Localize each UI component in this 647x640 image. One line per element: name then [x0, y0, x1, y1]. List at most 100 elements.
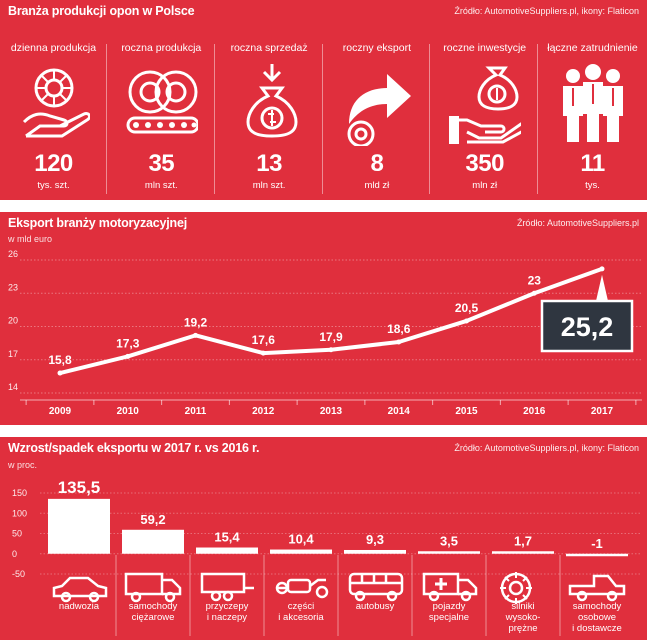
data-label: 23 — [528, 273, 542, 287]
data-label: 19,2 — [184, 315, 208, 329]
x-tick-label: 2017 — [591, 406, 614, 417]
chart-title: Eksport branży motoryzacyjnej — [8, 216, 187, 230]
data-point — [328, 347, 334, 353]
panel-source: Źródło: AutomotiveSuppliers.pl, ikony: F… — [454, 6, 639, 16]
data-label: 17,9 — [319, 330, 343, 344]
stat-label: łączne zatrudnienie — [547, 42, 638, 54]
category-label: prężne — [508, 623, 537, 634]
y-tick-label: 17 — [8, 349, 18, 359]
category-label: i akcesoria — [278, 612, 324, 623]
y-tick-label: 20 — [8, 316, 18, 326]
bar — [566, 553, 628, 557]
money-bag-in-hand-icon — [449, 66, 522, 144]
bar — [344, 549, 406, 554]
y-tick-label: 100 — [12, 508, 27, 518]
export-change-bar-chart-panel: Wzrost/spadek eksportu w 2017 r. vs 2016… — [0, 437, 647, 640]
data-point — [464, 318, 469, 324]
y-tick-label: 26 — [8, 249, 18, 259]
data-point — [599, 266, 605, 272]
tire-industry-panel: Branża produkcji opon w Polsce Źródło: A… — [0, 0, 647, 200]
category-label: wysoko- — [505, 612, 541, 623]
x-tick-label: 2011 — [185, 406, 207, 417]
x-tick-label: 2015 — [455, 406, 478, 417]
divider — [106, 44, 107, 194]
category-label: osobowe — [578, 612, 616, 623]
bar — [418, 551, 480, 554]
divider — [321, 44, 323, 194]
trailer-icon — [200, 572, 254, 602]
callout-box — [540, 299, 634, 353]
stat-tile: roczne inwestycje 350 mln zł — [431, 32, 539, 196]
stat-unit: mln szt. — [252, 180, 286, 191]
category-label: specjalne — [429, 612, 469, 623]
y-tick-label: 150 — [12, 488, 27, 498]
data-label: 9,3 — [366, 532, 384, 547]
category-label: przyczepy — [206, 601, 249, 612]
stat-label: roczna sprzedaż — [230, 42, 308, 54]
x-tick-label: 2010 — [117, 406, 140, 417]
data-label: 25,2 — [561, 312, 614, 342]
data-label: 135,5 — [58, 478, 101, 497]
data-label: 18,6 — [387, 322, 411, 336]
bar — [270, 549, 332, 554]
bar — [48, 498, 110, 554]
stat-label: roczna produkcja — [121, 42, 202, 54]
y-tick-label: 14 — [8, 382, 18, 392]
ambulance-icon — [422, 572, 478, 602]
chart-subtitle: w proc. — [8, 460, 38, 470]
stat-unit: mln zł — [472, 180, 498, 191]
category-label: i dostawcze — [572, 623, 622, 634]
data-point — [396, 339, 402, 345]
x-tick-label: 2016 — [523, 406, 546, 417]
bar — [122, 529, 184, 554]
stat-value: 120 — [34, 150, 73, 177]
data-label: 17,6 — [252, 333, 276, 347]
bus-icon — [348, 572, 404, 602]
divider — [537, 44, 539, 194]
stat-unit: mln szt. — [144, 180, 178, 191]
data-label: 10,4 — [288, 532, 314, 547]
category-label: pojazdy — [433, 601, 466, 612]
stat-unit: tys. szt. — [37, 180, 70, 191]
stat-value: 8 — [370, 150, 384, 177]
stat-label: roczny eksport — [342, 42, 412, 54]
divider — [429, 44, 431, 194]
y-tick-label: 50 — [12, 529, 22, 539]
bar — [196, 547, 258, 554]
data-label: 15,4 — [214, 530, 240, 545]
data-point — [57, 370, 63, 376]
truck-icon — [124, 572, 182, 603]
car-parts-icon — [275, 578, 329, 599]
data-label: 17,3 — [116, 336, 140, 350]
data-label: 59,2 — [140, 512, 165, 527]
data-point — [125, 353, 131, 359]
stat-value: 350 — [465, 150, 504, 177]
data-point — [260, 350, 266, 356]
stat-value: 13 — [256, 150, 282, 177]
x-tick-label: 2009 — [49, 406, 72, 417]
series-line — [59, 266, 603, 375]
chart-source: Źródło: AutomotiveSuppliers.pl — [516, 218, 639, 228]
tires-on-conveyor-icon — [126, 70, 198, 134]
stat-tile: łączne zatrudnienie 11 tys. — [539, 32, 646, 196]
stat-unit: mld zł — [364, 180, 390, 191]
data-label: 15,8 — [48, 353, 72, 367]
data-label: 3,5 — [440, 533, 458, 548]
bar — [492, 551, 554, 554]
category-label: części — [288, 601, 314, 612]
category-label: samochody — [129, 601, 178, 612]
data-label: -1 — [591, 536, 603, 551]
data-point — [193, 332, 198, 338]
chart-subtitle: w mld euro — [8, 234, 53, 244]
stat-value: 11 — [580, 150, 605, 177]
data-label: 20,5 — [455, 301, 479, 315]
car-icon — [52, 576, 108, 603]
category-label: autobusy — [356, 601, 395, 612]
x-tick-label: 2013 — [320, 406, 343, 417]
data-point — [531, 290, 537, 296]
stat-value: 35 — [148, 150, 175, 177]
engine-icon — [500, 572, 532, 604]
chart-source: Źródło: AutomotiveSuppliers.pl, ikony: F… — [454, 443, 639, 453]
stat-label: dzienna produkcja — [10, 42, 97, 54]
